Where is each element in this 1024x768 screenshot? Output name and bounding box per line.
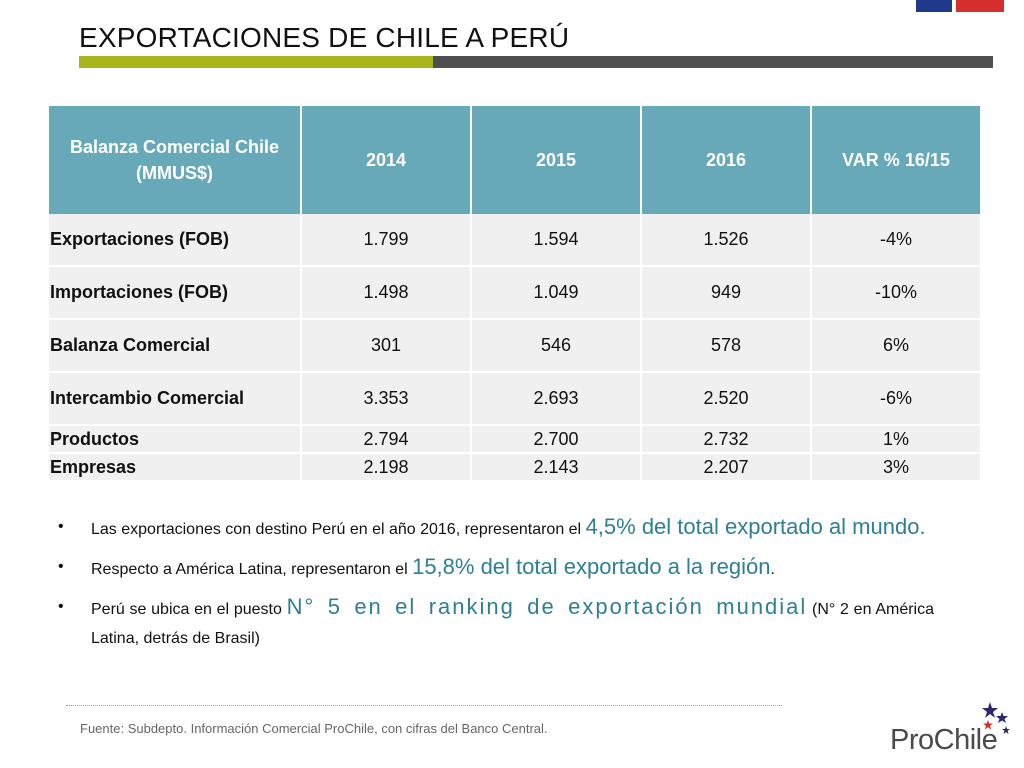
- column-header-2016: 2016: [641, 106, 812, 214]
- trade-balance-table: Balanza Comercial Chile (MMUS$) 2014 201…: [49, 106, 980, 482]
- bullet-suffix: .: [770, 561, 775, 578]
- title-underline-gray: [433, 56, 993, 68]
- table-row-exportaciones: Exportaciones (FOB) 1.799 1.594 1.526 -4…: [49, 214, 980, 267]
- table-cell: 301: [301, 319, 472, 373]
- stars-icon: [982, 702, 1010, 734]
- bullet-text: Las exportaciones con destino Perú en el…: [91, 521, 586, 538]
- bullet-suffix: (N° 2 en América Latina, detrás de Brasi…: [91, 601, 934, 647]
- table-cell: 2.693: [471, 372, 642, 426]
- table-cell: 2.700: [471, 425, 642, 454]
- bullet-item-ranking: • Perú se ubica en el puesto N° 5 en el …: [58, 592, 934, 653]
- footer-divider: [66, 705, 782, 706]
- table-cell: 2.207: [641, 453, 812, 482]
- summary-bullet-list: • Las exportaciones con destino Perú en …: [58, 512, 934, 661]
- table-cell: 6%: [811, 319, 980, 373]
- table-row-empresas: Empresas 2.198 2.143 2.207 3%: [49, 453, 980, 482]
- table-cell: 3%: [811, 453, 980, 482]
- row-label: Balanza Comercial: [49, 319, 302, 373]
- prochile-logo: ProChile: [888, 700, 1018, 760]
- table-row-productos: Productos 2.794 2.700 2.732 1%: [49, 425, 980, 454]
- bullet-item-world-share: • Las exportaciones con destino Perú en …: [58, 512, 934, 544]
- table-cell: 546: [471, 319, 642, 373]
- table-cell: 2.732: [641, 425, 812, 454]
- table-cell: 1.498: [301, 266, 472, 320]
- bullet-highlight: 15,8% del total exportado a la región: [412, 554, 771, 579]
- table-cell: 578: [641, 319, 812, 373]
- table-cell: -6%: [811, 372, 980, 426]
- column-header-indicator: Balanza Comercial Chile (MMUS$): [49, 106, 302, 214]
- bullet-text: Perú se ubica en el puesto: [91, 601, 287, 618]
- table-cell: 949: [641, 266, 812, 320]
- table-cell: 1%: [811, 425, 980, 454]
- table-cell: 2.520: [641, 372, 812, 426]
- flag-blue-segment: [916, 0, 956, 12]
- table-cell: 2.794: [301, 425, 472, 454]
- source-note: Fuente: Subdepto. Información Comercial …: [80, 721, 548, 736]
- table-row-intercambio: Intercambio Comercial 3.353 2.693 2.520 …: [49, 372, 980, 426]
- bullet-marker: •: [58, 518, 64, 535]
- column-header-2015: 2015: [471, 106, 642, 214]
- table-cell: 2.143: [471, 453, 642, 482]
- bullet-text: Respecto a América Latina, representaron…: [91, 561, 413, 578]
- row-label: Exportaciones (FOB): [49, 214, 302, 267]
- table-row-balanza: Balanza Comercial 301 546 578 6%: [49, 319, 980, 373]
- chile-flag-strip: [916, 0, 1004, 12]
- column-header-variation: VAR % 16/15: [811, 106, 980, 214]
- row-label: Empresas: [49, 453, 302, 482]
- bullet-highlight: N° 5 en el ranking de exportación mundia…: [286, 594, 808, 619]
- bullet-item-latam-share: • Respecto a América Latina, representar…: [58, 552, 934, 584]
- table-cell: 1.594: [471, 214, 642, 267]
- table-cell: -4%: [811, 214, 980, 267]
- table-cell: 2.198: [301, 453, 472, 482]
- column-header-2014: 2014: [301, 106, 472, 214]
- table-header-row: Balanza Comercial Chile (MMUS$) 2014 201…: [49, 106, 980, 214]
- flag-red-segment: [956, 0, 1004, 12]
- title-underline-green: [79, 56, 433, 68]
- bullet-marker: •: [58, 598, 64, 615]
- row-label: Productos: [49, 425, 302, 454]
- row-label: Importaciones (FOB): [49, 266, 302, 320]
- bullet-marker: •: [58, 558, 64, 575]
- table-cell: 1.799: [301, 214, 472, 267]
- table-cell: 3.353: [301, 372, 472, 426]
- row-label: Intercambio Comercial: [49, 372, 302, 426]
- table-cell: 1.049: [471, 266, 642, 320]
- bullet-highlight: 4,5% del total exportado al mundo.: [585, 514, 926, 539]
- table-cell: 1.526: [641, 214, 812, 267]
- table-cell: -10%: [811, 266, 980, 320]
- page-title: EXPORTACIONES DE CHILE A PERÚ: [79, 22, 570, 53]
- table-row-importaciones: Importaciones (FOB) 1.498 1.049 949 -10%: [49, 266, 980, 320]
- logo-wordmark: ProChile: [890, 724, 998, 756]
